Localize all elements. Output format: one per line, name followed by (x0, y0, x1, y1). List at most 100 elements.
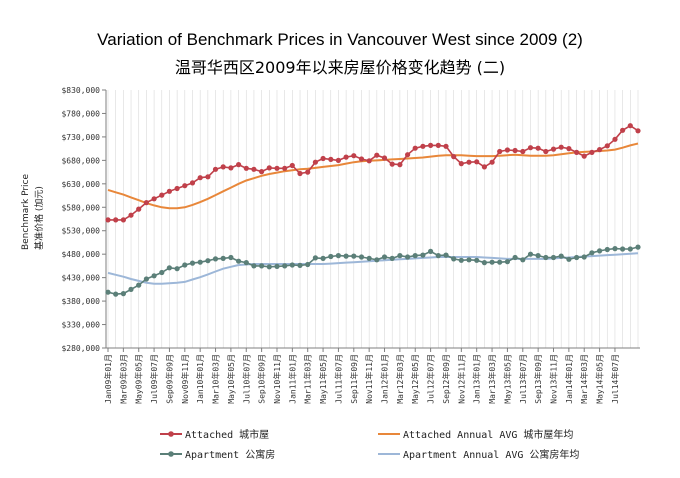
data-point (358, 254, 365, 260)
x-tick-label: May12年05月 (410, 354, 420, 404)
data-point (143, 200, 149, 206)
data-point (420, 143, 426, 149)
gridlines (107, 90, 639, 348)
data-point (550, 146, 557, 152)
data-point (435, 142, 441, 148)
x-tick-label: Mar14年03月 (579, 354, 589, 404)
data-point (412, 145, 418, 151)
data-point (389, 161, 395, 167)
data-point (320, 155, 326, 162)
data-point (566, 146, 572, 152)
data-point (274, 165, 280, 171)
data-point (527, 251, 534, 257)
data-point (251, 263, 257, 269)
data-point (389, 255, 395, 261)
series-line-2 (107, 246, 639, 295)
y-tick-label: $330,000 (61, 321, 100, 330)
data-point (220, 255, 226, 261)
data-point (466, 159, 472, 165)
data-point (604, 143, 610, 149)
data-point (189, 260, 196, 266)
data-point (113, 291, 119, 297)
data-point (312, 255, 318, 261)
series-line-0 (108, 124, 639, 221)
x-tick-label: May10年05月 (226, 354, 236, 404)
data-point (574, 149, 580, 155)
data-point (358, 156, 365, 162)
data-point (466, 257, 472, 263)
data-point (489, 159, 495, 165)
data-point (597, 248, 603, 254)
data-point (259, 263, 265, 269)
data-point (266, 264, 272, 270)
data-point (374, 152, 380, 158)
data-point (558, 253, 564, 259)
data-point (581, 153, 587, 159)
data-point (320, 255, 326, 261)
data-point (443, 252, 449, 258)
data-point (428, 142, 434, 148)
x-tick-label: Jul14年07月 (610, 354, 620, 404)
data-point (212, 166, 219, 172)
x-tick-label: Sep09年09月 (164, 354, 174, 404)
legend-label: Attached 城市屋 (185, 428, 269, 441)
x-tick-label: Nov12年11月 (456, 354, 466, 404)
data-point (251, 166, 257, 172)
x-tick-label: Jul13年07月 (518, 354, 528, 404)
legend-marker (168, 431, 174, 437)
data-point (405, 152, 411, 158)
x-tick-label: May11年05月 (318, 354, 328, 404)
data-point (289, 162, 295, 169)
data-point (366, 255, 372, 261)
data-point (312, 159, 318, 165)
x-tick-label: Jan13年01月 (472, 354, 482, 404)
data-point (451, 154, 457, 160)
data-point (604, 246, 610, 253)
x-tick-label: Jan12年01月 (380, 354, 390, 404)
y-tick-label: $830,000 (61, 86, 100, 95)
y-tick-label: $430,000 (61, 274, 100, 283)
data-point (228, 254, 234, 261)
x-tick-label: Jan09年01月 (103, 354, 113, 404)
data-point (128, 286, 134, 292)
data-point (328, 253, 334, 260)
data-point (297, 262, 303, 268)
data-point (105, 217, 111, 223)
data-point (451, 256, 457, 262)
data-point (335, 253, 341, 259)
data-point (182, 183, 188, 189)
data-point (120, 291, 126, 297)
data-point (351, 153, 357, 159)
x-tick-label: Mar13年03月 (487, 354, 497, 404)
data-point (489, 259, 495, 265)
y-tick-labels: $280,000 $330,000 $380,000 $430,000 $480,000… (61, 86, 100, 353)
data-point (236, 258, 242, 264)
data-point (243, 260, 249, 266)
data-point (174, 185, 180, 192)
data-point (397, 253, 403, 259)
data-point (520, 257, 526, 263)
data-point (351, 253, 357, 259)
data-point (205, 174, 211, 180)
x-tick-label: Nov11年11月 (364, 354, 374, 404)
data-point (504, 259, 510, 265)
data-point (627, 246, 633, 252)
data-point (259, 169, 265, 175)
data-point (205, 258, 211, 264)
data-point (597, 147, 603, 153)
data-point (627, 123, 633, 129)
data-point (136, 282, 142, 288)
data-point (151, 196, 157, 202)
data-point (297, 170, 303, 177)
data-point (305, 261, 311, 268)
data-point (428, 248, 434, 254)
y-tick-label: $380,000 (61, 297, 100, 306)
x-tick-label: Sep10年09月 (257, 354, 267, 404)
data-point (543, 254, 549, 261)
data-point (581, 254, 587, 260)
data-point (366, 158, 372, 164)
data-point (343, 154, 349, 160)
data-point (635, 244, 641, 250)
x-tick-label: May14年05月 (595, 354, 605, 404)
